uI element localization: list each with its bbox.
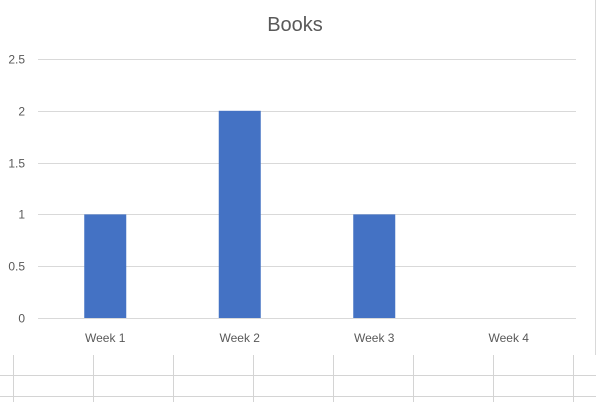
chart-area[interactable]: Books 0 0.5 1 1.5 2 2.5 Week 1 Week 2 Week 3 Wee… — [0, 0, 596, 355]
x-tick-label: Week 1 — [85, 331, 126, 345]
x-tick-label: Week 3 — [354, 331, 395, 345]
y-tick-label: 2 — [18, 105, 25, 119]
gridlines — [38, 59, 576, 319]
bar[interactable] — [84, 214, 127, 318]
bar-chart: Books 00.511.522.5 Week 1 Week 2 Week 3 Wee… — [8, 14, 576, 345]
y-tick-label: 2.5 — [8, 53, 25, 67]
spreadsheet-cell-grid[interactable] — [0, 355, 596, 402]
y-tick-label: 0 — [18, 312, 25, 326]
x-axis-tick-labels: Week 1 Week 2 Week 3 Week 4 — [85, 331, 529, 345]
x-tick-label: Week 2 — [220, 331, 261, 345]
bar[interactable] — [353, 214, 396, 318]
bars — [84, 110, 396, 318]
y-tick-label: 1 — [18, 208, 25, 222]
cell-gridlines — [0, 355, 596, 402]
y-tick-label: 1.5 — [8, 157, 25, 171]
bar[interactable] — [218, 110, 261, 318]
chart-title: Books — [267, 14, 323, 36]
y-tick-label: 0.5 — [8, 260, 25, 274]
x-tick-label: Week 4 — [489, 331, 530, 345]
y-axis-tick-labels: 0 0.5 1 1.5 2 2.5 — [8, 53, 25, 326]
